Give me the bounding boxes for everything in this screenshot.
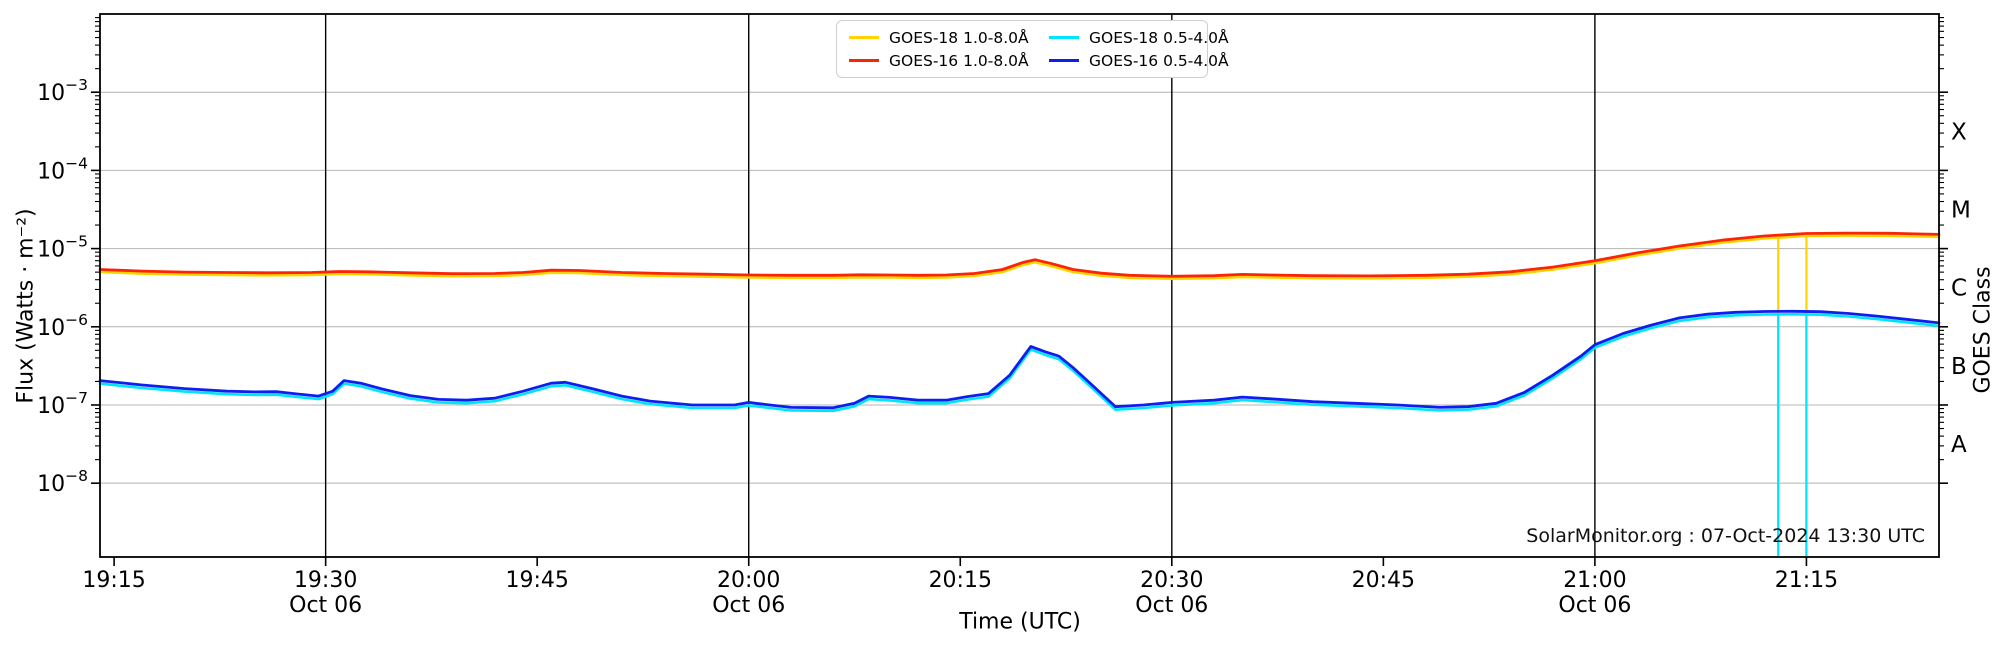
legend-item-goes18-short: GOES-18 0.5-4.0Å: [1049, 29, 1229, 47]
series-goes16-long: [98, 231, 1941, 278]
goes-class-labels: X M C B A: [1951, 119, 1971, 458]
x-tick-label: 21:00: [1563, 568, 1626, 593]
x-tick-label: 21:15: [1775, 568, 1838, 593]
legend-item-goes18-long: GOES-18 1.0-8.0Å: [849, 29, 1049, 47]
x-date-label: Oct 06: [712, 593, 785, 618]
y-axis-tick-labels: 10−3 10−4 10−5 10−6 10−7 10−8: [37, 76, 88, 497]
series-goes18-short: [98, 313, 1941, 556]
x-date-label: Oct 06: [289, 593, 362, 618]
legend-label: GOES-16 0.5-4.0Å: [1089, 51, 1229, 70]
x-tick-label: 19:45: [505, 568, 568, 593]
plot-border: [99, 13, 1940, 558]
halfhour-vlines: [324, 14, 1596, 557]
legend-item-goes16-long: GOES-16 1.0-8.0Å: [849, 52, 1049, 70]
goes-class-label-c: C: [1951, 276, 1967, 302]
y-tick-label: 10−3: [37, 76, 88, 106]
series-goes18-short-path: [98, 313, 1941, 413]
legend-box: GOES-18 1.0-8.0Å GOES-18 0.5-4.0Å GOES-1…: [836, 20, 1229, 78]
x-tick-label: 19:15: [82, 568, 145, 593]
series-goes18-long: [98, 234, 1941, 556]
x-axis-title: Time (UTC): [959, 609, 1081, 635]
legend-line-swatch: [1049, 36, 1079, 39]
gridlines: [100, 91, 1939, 484]
legend-line-swatch: [849, 59, 879, 62]
y-tick-label: 10−4: [37, 154, 88, 184]
goes-class-label-m: M: [1951, 197, 1971, 223]
series-goes18-long-path: [98, 234, 1941, 281]
goes-class-label-a: A: [1951, 432, 1967, 458]
y-axis-ticks: [91, 17, 1948, 484]
y-tick-label: 10−6: [37, 311, 88, 341]
legend-label: GOES-16 1.0-8.0Å: [889, 51, 1029, 70]
goes-class-label-b: B: [1951, 354, 1967, 380]
legend-label: GOES-18 1.0-8.0Å: [889, 28, 1029, 47]
x-tick-label: 20:15: [929, 568, 992, 593]
series-goes16-short: [98, 309, 1941, 410]
x-tick-label: 19:30: [294, 568, 357, 593]
x-axis-tick-labels: 19:15 19:30 19:45 20:00 20:15 20:30 20:45 21:00…: [82, 568, 1838, 618]
x-tick-label: 20:00: [717, 568, 780, 593]
x-date-label: Oct 06: [1558, 593, 1631, 618]
series-goes16-long-path: [98, 231, 1941, 278]
legend-line-swatch: [849, 36, 879, 39]
goes-class-label-x: X: [1951, 119, 1967, 145]
legend-item-goes16-short: GOES-16 0.5-4.0Å: [1049, 52, 1229, 70]
right-axis-title: GOES Class: [1970, 266, 1996, 394]
y-tick-label: 10−8: [37, 467, 88, 497]
legend-line-swatch: [1049, 59, 1079, 62]
legend-label: GOES-18 0.5-4.0Å: [1089, 28, 1229, 47]
series-goes16-short-path: [98, 309, 1941, 410]
y-axis-title: Flux (Watts · m⁻²): [13, 208, 39, 404]
x-tick-label: 20:30: [1140, 568, 1203, 593]
watermark-text: SolarMonitor.org : 07-Oct-2024 13:30 UTC: [1526, 525, 1925, 547]
x-axis-ticks: [113, 557, 1808, 566]
y-tick-label: 10−7: [37, 389, 88, 419]
x-tick-label: 20:45: [1352, 568, 1415, 593]
y-tick-label: 10−5: [37, 233, 88, 263]
x-date-label: Oct 06: [1135, 593, 1208, 618]
